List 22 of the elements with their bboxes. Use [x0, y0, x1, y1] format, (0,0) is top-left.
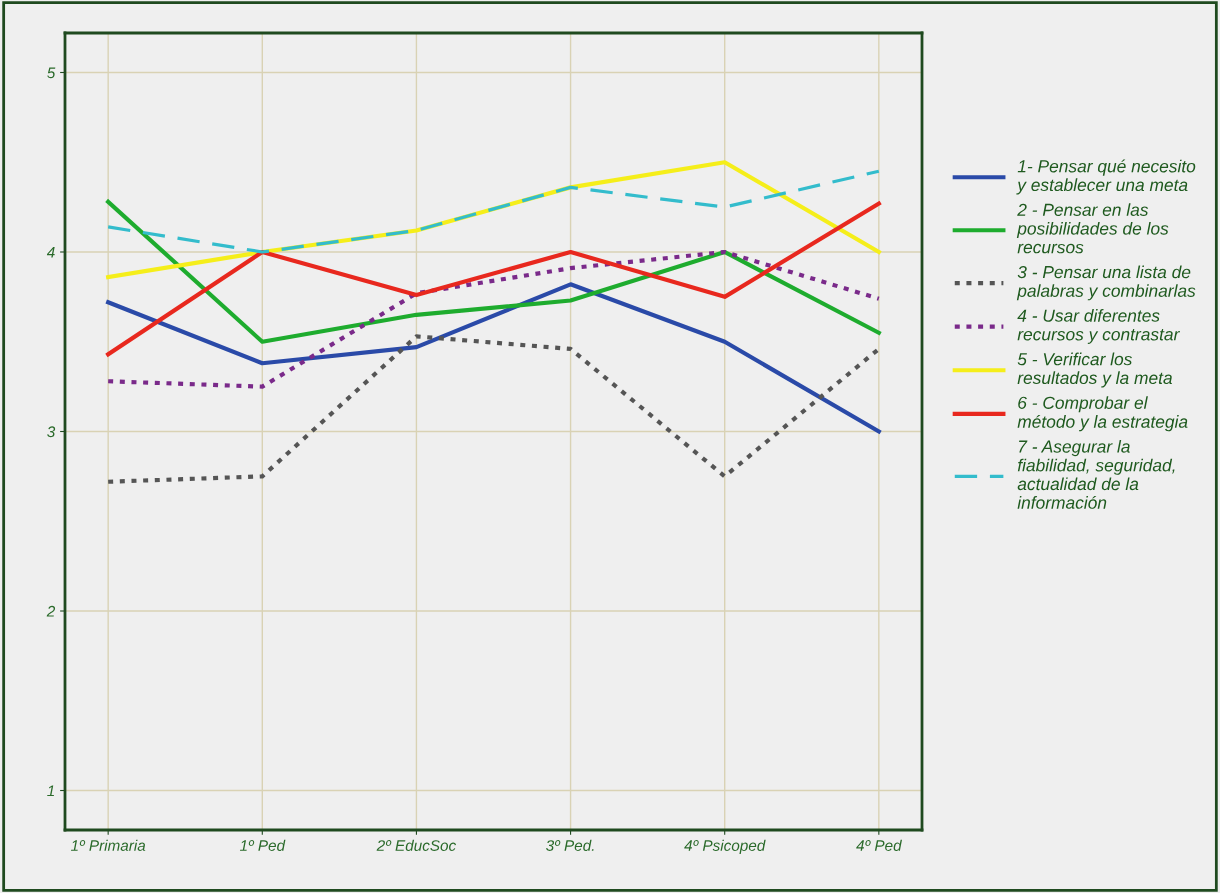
x-tick-label: 1º Primaria	[70, 839, 146, 851]
x-tick-label: 2º EducSoc	[376, 839, 456, 851]
legend-label: 6 - Comprobar el método y la estrategia	[1017, 396, 1188, 432]
legend-label: 7 - Asegurar la fiabilidad, seguridad, actualidad de la información	[1017, 439, 1175, 509]
x-tick-label: 1º Ped	[239, 839, 286, 851]
line-series	[106, 249, 881, 389]
line-series	[106, 282, 881, 434]
y-tick-label: 4	[46, 247, 55, 258]
legend-label: 4 - Usar diferentes recursos y contrastar	[1017, 309, 1180, 344]
y-tick-label: 3	[47, 426, 56, 438]
x-tick-label: 4º Psicoped	[684, 839, 766, 854]
y-tick-label: 2	[46, 605, 56, 617]
y-tick-label: 5	[47, 67, 56, 79]
x-tick-label: 3º Ped.	[546, 839, 594, 851]
line-series	[106, 169, 881, 254]
legend-label: 5 - Verificar los resultados y la meta	[1017, 352, 1173, 388]
line-series	[106, 334, 881, 484]
legend-label: 2 - Pensar en las posibilidades de los recursos	[1016, 203, 1169, 254]
legend-label: 3 - Pensar una lista de palabras y combinarlas	[1016, 265, 1196, 301]
legend-label: 1- Pensar qué necesito y establecer una meta	[1016, 159, 1196, 195]
x-tick-label: 4º Ped	[856, 839, 902, 851]
y-tick-label: 1	[47, 785, 54, 797]
